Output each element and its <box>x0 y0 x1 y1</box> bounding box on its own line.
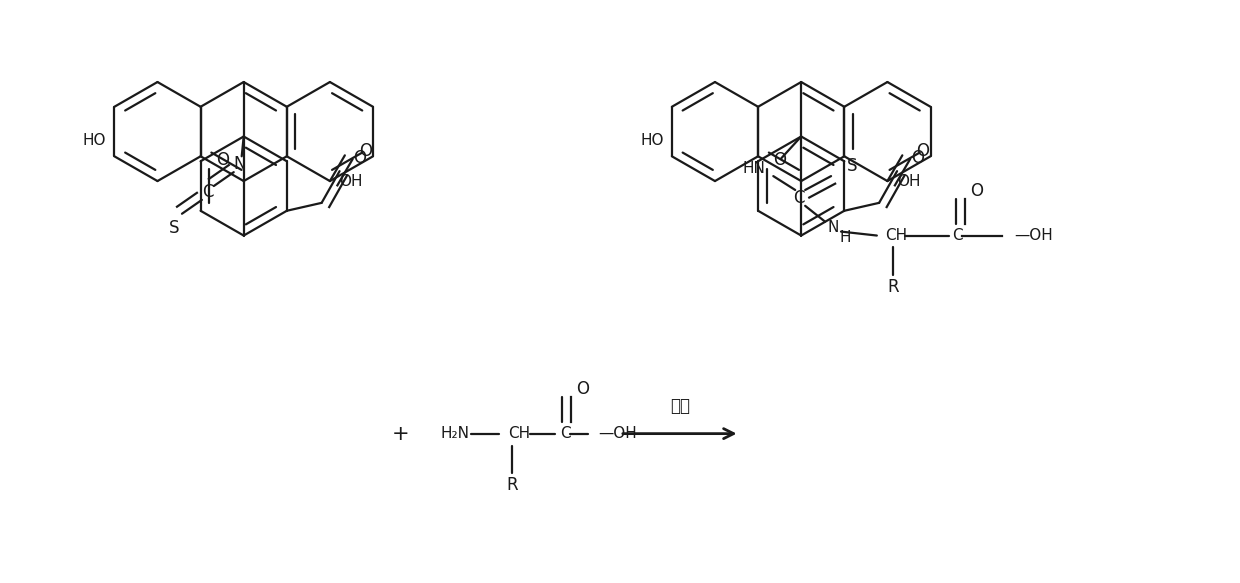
Text: —OH: —OH <box>598 426 637 441</box>
Text: HN: HN <box>743 161 765 175</box>
Text: —OH: —OH <box>1014 228 1053 243</box>
Text: C: C <box>560 426 570 441</box>
Text: S: S <box>169 219 180 237</box>
Text: R: R <box>507 476 518 494</box>
Text: C: C <box>952 228 963 243</box>
Text: O: O <box>353 149 367 167</box>
Text: O: O <box>216 151 228 169</box>
Text: O: O <box>911 149 924 167</box>
Text: OH: OH <box>897 174 920 189</box>
Text: +: + <box>392 424 409 444</box>
Text: H₂N: H₂N <box>440 426 470 441</box>
Text: HO: HO <box>640 134 663 149</box>
Text: O: O <box>916 142 929 160</box>
Text: HO: HO <box>83 134 107 149</box>
Text: O: O <box>971 182 983 200</box>
Text: CH: CH <box>508 426 531 441</box>
Text: 碱性: 碱性 <box>670 397 689 415</box>
Text: OH: OH <box>340 174 363 189</box>
Text: C: C <box>794 189 805 207</box>
Text: N: N <box>233 155 246 173</box>
Text: S: S <box>847 157 858 175</box>
Text: O: O <box>773 151 786 169</box>
Text: O: O <box>577 380 589 398</box>
Text: CH: CH <box>885 228 906 243</box>
Text: R: R <box>887 278 899 296</box>
Text: O: O <box>358 142 372 160</box>
Text: C: C <box>202 183 213 201</box>
Text: H: H <box>839 230 851 245</box>
Text: N: N <box>827 220 838 235</box>
